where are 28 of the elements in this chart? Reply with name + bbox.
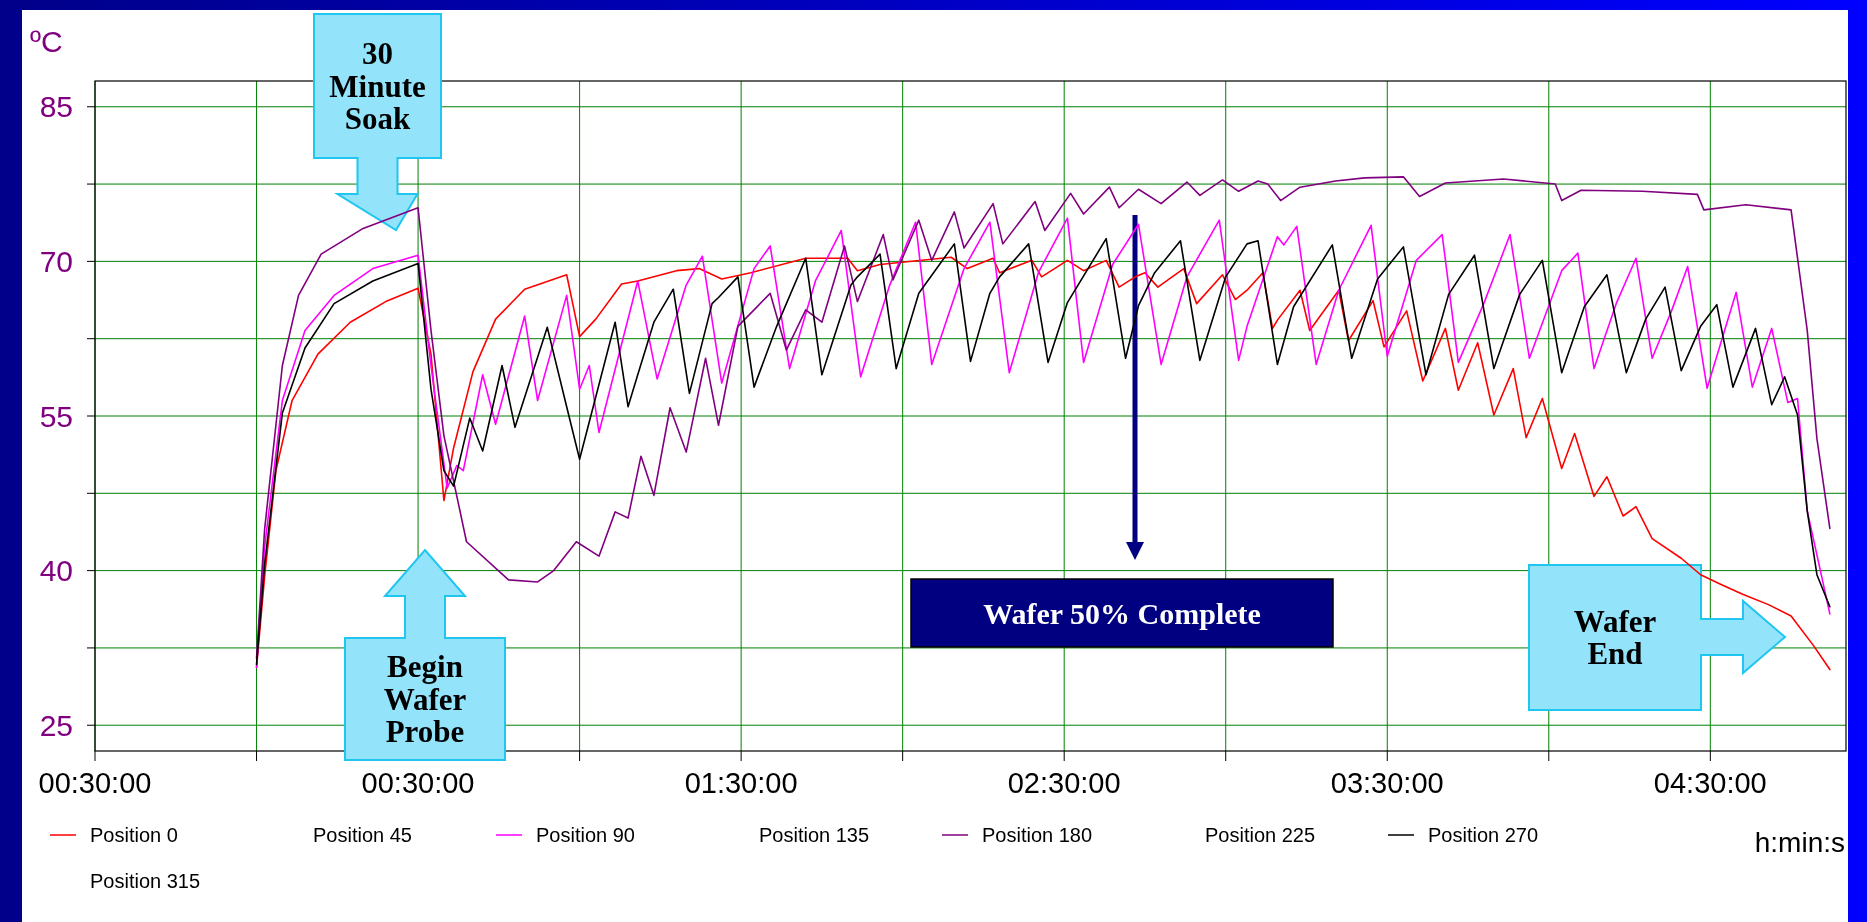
x-axis-title: h:min:s — [1754, 827, 1845, 858]
annotation: Begin Wafer Probe — [383, 648, 467, 750]
y-tick-label: 55 — [39, 399, 73, 433]
y-axis-title: ºC — [30, 25, 63, 58]
text: Position 135 — [759, 824, 870, 846]
x-tick-label: 01:30:00 — [684, 767, 798, 799]
text: Position 315 — [90, 870, 201, 892]
y-tick-label: 40 — [39, 554, 73, 588]
y-tick-label: 70 — [39, 244, 73, 278]
x-tick-label: 04:30:00 — [1653, 767, 1767, 799]
legend-label: Position 270 — [1428, 824, 1539, 846]
y-tick-label: 85 — [39, 90, 73, 124]
text: Position 225 — [1205, 824, 1316, 846]
legend-label: Position 180 — [982, 824, 1093, 846]
right-arrow-callout: Wafer End — [1528, 564, 1787, 711]
annotation: Wafer 50% Complete — [983, 596, 1261, 630]
up-arrow-callout: Begin Wafer Probe — [344, 548, 506, 761]
legend-label: Position 90 — [536, 824, 635, 846]
legend-label: Position 0 — [90, 824, 178, 846]
text: Position 45 — [313, 824, 412, 846]
x-tick-label: 00:30:00 — [38, 767, 152, 799]
annotation: Wafer End — [1573, 603, 1657, 672]
x-tick-label: 02:30:00 — [1007, 767, 1121, 799]
x-tick-label: 00:30:00 — [361, 767, 475, 799]
down-arrow-callout: 30 Minute Soak — [313, 13, 442, 232]
y-tick-label: 25 — [39, 708, 73, 742]
annotation: 30 Minute Soak — [329, 35, 426, 137]
x-tick-label: 03:30:00 — [1330, 767, 1444, 799]
